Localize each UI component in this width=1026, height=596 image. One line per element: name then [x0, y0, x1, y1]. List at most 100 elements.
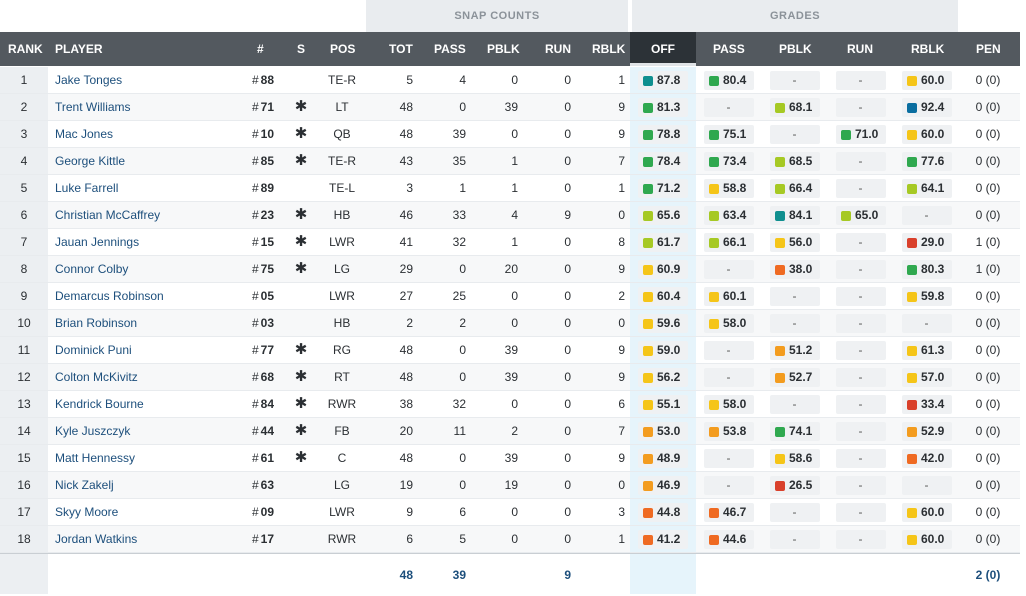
- player-name-link[interactable]: Demarcus Robinson: [55, 289, 164, 303]
- group-snap-counts: SNAP COUNTS: [366, 0, 628, 32]
- table-row[interactable]: 4 George Kittle #85 ✱ TE-R 43 35 1 0 7 78.4 73.4 68.…: [0, 148, 1020, 175]
- grade-rblk-badge: -: [902, 206, 952, 225]
- player-name-link[interactable]: Dominick Puni: [55, 343, 132, 357]
- grade-value: 78.4: [657, 154, 681, 168]
- grade-value: 58.6: [789, 451, 813, 465]
- grade-color-swatch: [709, 507, 719, 518]
- header-tot[interactable]: TOT: [389, 42, 413, 56]
- grade-value: 44.8: [657, 505, 681, 519]
- table-row[interactable]: 15 Matt Hennessy #61 ✱ C 48 0 39 0 9 48.9 - 58.6 - 42.…: [0, 445, 1020, 472]
- player-name-link[interactable]: Matt Hennessy: [55, 451, 136, 465]
- header-pass[interactable]: PASS: [434, 42, 466, 56]
- header-grade-off[interactable]: OFF: [630, 32, 696, 66]
- totals-off-cell: [630, 554, 696, 594]
- table-row[interactable]: 3 Mac Jones #10 ✱ QB 48 39 0 0 9 78.8 75.1 - 71.0 60.0…: [0, 121, 1020, 148]
- header-grade-rblk[interactable]: RBLK: [911, 42, 945, 56]
- header-pblk[interactable]: PBLK: [487, 42, 520, 56]
- player-name-link[interactable]: Kyle Juszczyk: [55, 424, 131, 438]
- grade-color-swatch: [643, 210, 653, 221]
- grade-color-swatch: [907, 399, 917, 410]
- table-row[interactable]: 14 Kyle Juszczyk #44 ✱ FB 20 11 2 0 7 53.0 53.8 74.1…: [0, 418, 1020, 445]
- snap-pblk: 0: [511, 532, 518, 546]
- table-row[interactable]: 1 Jake Tonges #88 TE-R 5 4 0 0 1 87.8 80.4 - - 60.0 0 …: [0, 67, 1020, 94]
- snap-pass: 0: [459, 262, 466, 276]
- grade-value: -: [726, 343, 731, 357]
- table-row[interactable]: 2 Trent Williams #71 ✱ LT 48 0 39 0 9 81.3 - 68.1 - 92…: [0, 94, 1020, 121]
- table-row[interactable]: 8 Connor Colby #75 ✱ LG 29 0 20 0 9 60.9 - 38.0 - 80.3…: [0, 256, 1020, 283]
- player-name-link[interactable]: Luke Farrell: [55, 181, 119, 195]
- starter-asterisk-icon: [292, 310, 310, 336]
- grade-color-swatch: [775, 237, 785, 248]
- starter-asterisk-icon: [292, 67, 310, 93]
- player-name-link[interactable]: Jauan Jennings: [55, 235, 140, 249]
- player-name-link[interactable]: Skyy Moore: [55, 505, 119, 519]
- jersey-digits: 44: [260, 424, 274, 438]
- grade-value: 42.0: [921, 451, 945, 465]
- header-number[interactable]: #: [257, 42, 264, 56]
- player-name-link[interactable]: Jake Tonges: [55, 73, 123, 87]
- player-name-link[interactable]: Colton McKivitz: [55, 370, 138, 384]
- rank-cell: 10: [0, 310, 48, 336]
- snap-pblk: 39: [504, 343, 518, 357]
- grade-value: 65.6: [657, 208, 681, 222]
- header-grade-run[interactable]: RUN: [847, 42, 873, 56]
- grade-pass-badge: -: [704, 341, 754, 360]
- table-row[interactable]: 7 Jauan Jennings #15 ✱ LWR 41 32 1 0 8 61.7 66.1 56.…: [0, 229, 1020, 256]
- header-rblk[interactable]: RBLK: [592, 42, 626, 56]
- rank-cell: 7: [0, 229, 48, 255]
- table-row[interactable]: 16 Nick Zakelj #63 LG 19 0 19 0 0 46.9 - 26.5 - - 0 (0…: [0, 472, 1020, 499]
- header-pen[interactable]: PEN: [976, 42, 1001, 56]
- player-name-link[interactable]: Brian Robinson: [55, 316, 138, 330]
- snap-rblk: 3: [618, 505, 625, 519]
- table-row[interactable]: 6 Christian McCaffrey #23 ✱ HB 46 33 4 9 0 65.6 63.…: [0, 202, 1020, 229]
- snap-run: 9: [564, 208, 571, 222]
- snap-tot: 5: [406, 73, 413, 87]
- penalties-cell: 0 (0): [975, 208, 1001, 222]
- table-row[interactable]: 13 Kendrick Bourne #84 ✱ RWR 38 32 0 0 6 55.1 58.0 -…: [0, 391, 1020, 418]
- snap-pass: 4: [459, 73, 466, 87]
- header-rank[interactable]: RANK: [8, 42, 43, 56]
- grade-color-swatch: [907, 534, 917, 545]
- jersey-number: #84: [238, 391, 274, 417]
- table-row[interactable]: 9 Demarcus Robinson #05 LWR 27 25 0 0 2 60.4 60.1 -…: [0, 283, 1020, 310]
- table-row[interactable]: 11 Dominick Puni #77 ✱ RG 48 0 39 0 9 59.0 - 51.2 - 61…: [0, 337, 1020, 364]
- player-name-link[interactable]: Nick Zakelj: [55, 478, 114, 492]
- rank-cell: 16: [0, 472, 48, 498]
- player-name-link[interactable]: Jordan Watkins: [55, 532, 138, 546]
- player-name-link[interactable]: Connor Colby: [55, 262, 129, 276]
- table-row[interactable]: 18 Jordan Watkins #17 RWR 6 5 0 0 1 41.2 44.6 - - 60.…: [0, 526, 1020, 553]
- table-row[interactable]: 12 Colton McKivitz #68 ✱ RT 48 0 39 0 9 56.2 - 52.7 -…: [0, 364, 1020, 391]
- table-row[interactable]: 17 Skyy Moore #09 LWR 9 6 0 0 3 44.8 46.7 - - 60.0 0 (…: [0, 499, 1020, 526]
- header-pos[interactable]: POS: [330, 42, 356, 56]
- grade-value: 60.0: [921, 532, 945, 546]
- player-name-link[interactable]: Kendrick Bourne: [55, 397, 144, 411]
- grade-pass-badge: 44.6: [704, 530, 754, 549]
- table-row[interactable]: 10 Brian Robinson #03 HB 2 2 0 0 0 59.6 58.0 - - - 0 (…: [0, 310, 1020, 337]
- header-run[interactable]: RUN: [545, 42, 571, 56]
- player-name-link[interactable]: Christian McCaffrey: [55, 208, 161, 222]
- jersey-number: #77: [238, 337, 274, 363]
- penalties-cell: 0 (0): [975, 100, 1001, 114]
- header-player[interactable]: PLAYER: [55, 42, 103, 56]
- table-row[interactable]: 5 Luke Farrell #89 TE-L 3 1 1 0 1 71.2 58.8 66.4 - 64…: [0, 175, 1020, 202]
- grade-color-swatch: [643, 534, 653, 545]
- player-name-link[interactable]: Trent Williams: [55, 100, 131, 114]
- grade-color-swatch: [643, 129, 653, 140]
- grade-value: 80.3: [921, 262, 945, 276]
- header-grade-pblk[interactable]: PBLK: [779, 42, 812, 56]
- snap-tot: 9: [406, 505, 413, 519]
- player-name-link[interactable]: George Kittle: [55, 154, 126, 168]
- player-name-link[interactable]: Mac Jones: [55, 127, 114, 141]
- table-header: RANK PLAYER # S POS TOT PASS PBLK RUN RB…: [0, 32, 1020, 66]
- header-grade-pass[interactable]: PASS: [713, 42, 745, 56]
- jersey-number: #89: [238, 175, 274, 201]
- header-starter[interactable]: S: [297, 42, 306, 56]
- snap-run: 0: [564, 532, 571, 546]
- jersey-digits: 84: [260, 397, 274, 411]
- grade-rblk-badge: 60.0: [902, 503, 952, 522]
- grade-color-swatch: [709, 210, 719, 221]
- snap-run: 0: [564, 478, 571, 492]
- penalties-cell: 0 (0): [975, 451, 1001, 465]
- grade-color-swatch: [643, 156, 653, 167]
- jersey-number: #61: [238, 445, 274, 471]
